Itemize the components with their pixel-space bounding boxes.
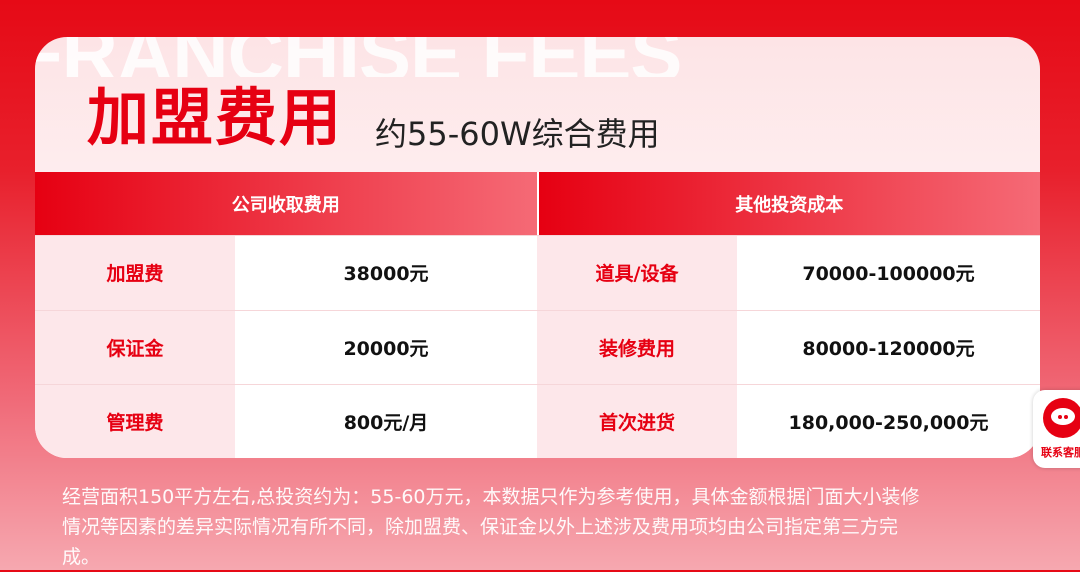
cell-label: 保证金 xyxy=(35,310,235,384)
table-row: 保证金 20000元 装修费用 80000-120000元 xyxy=(35,309,1040,384)
page-subtitle: 约55-60W综合费用 xyxy=(375,115,660,153)
watermark: FRANCHISE FEES xyxy=(35,37,681,77)
cell-label: 管理费 xyxy=(35,385,235,458)
page-title: 加盟费用 xyxy=(87,81,344,154)
cell-label: 装修费用 xyxy=(537,310,737,384)
cell-value: 800元/月 xyxy=(235,385,537,458)
franchise-fee-card: FRANCHISE FEES 加盟费用 约55-60W综合费用 公司收取费用 其… xyxy=(35,37,1040,458)
chat-bubble-icon xyxy=(1043,398,1080,438)
cell-value: 80000-120000元 xyxy=(737,310,1040,384)
footer-line: 经营面积150平方左右,总投资约为：55-60万元，本数据只作为参考使用，具体金… xyxy=(62,486,920,508)
header-other-costs: 其他投资成本 xyxy=(536,172,1040,235)
customer-service-label: 联系客服 xyxy=(1041,446,1080,459)
cell-value: 70000-100000元 xyxy=(737,236,1040,310)
table-row: 管理费 800元/月 首次进货 180,000-250,000元 xyxy=(35,384,1040,458)
cell-value: 180,000-250,000元 xyxy=(737,385,1040,458)
fee-table: 公司收取费用 其他投资成本 加盟费 38000元 道具/设备 70000-100… xyxy=(35,172,1040,458)
cell-value: 20000元 xyxy=(235,310,537,384)
cell-value: 38000元 xyxy=(235,236,537,310)
footer-line: 情况等因素的差异实际情况有所不同，除加盟费、保证金以外上述涉及费用项均由公司指定… xyxy=(62,516,899,538)
table-header: 公司收取费用 其他投资成本 xyxy=(35,172,1040,235)
cell-label: 加盟费 xyxy=(35,236,235,310)
footer-line: 成。 xyxy=(62,546,101,568)
customer-service-button[interactable]: 联系客服 xyxy=(1033,390,1080,468)
cell-label: 道具/设备 xyxy=(537,236,737,310)
header-company-fees: 公司收取费用 xyxy=(35,172,537,235)
footer-note: 经营面积150平方左右,总投资约为：55-60万元，本数据只作为参考使用，具体金… xyxy=(62,482,920,572)
cell-label: 首次进货 xyxy=(537,385,737,458)
table-row: 加盟费 38000元 道具/设备 70000-100000元 xyxy=(35,235,1040,310)
